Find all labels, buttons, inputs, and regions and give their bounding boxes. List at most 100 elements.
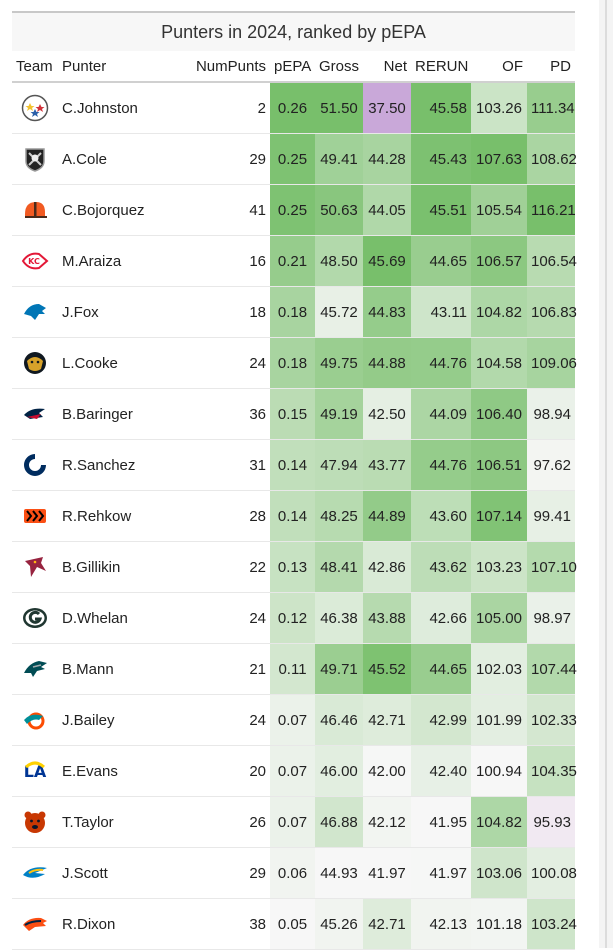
table-row: A.Cole 29 0.25 49.41 44.28 45.43 107.63 108.62 xyxy=(12,133,577,185)
table-row: C.Johnston 2 0.26 51.50 37.50 45.58 103.26 111.… xyxy=(12,82,575,134)
numpunts-cell: 24 xyxy=(158,337,270,389)
header-net[interactable]: Net xyxy=(363,51,411,83)
of-cell: 101.18 xyxy=(471,898,527,950)
punter-cell: J.Scott xyxy=(58,847,158,899)
of-cell: 105.00 xyxy=(471,592,527,644)
punter-cell: C.Johnston xyxy=(58,82,158,134)
team-cell xyxy=(12,133,58,185)
arizona-cardinals-icon xyxy=(21,553,49,581)
team-cell xyxy=(12,898,58,950)
team-cell xyxy=(12,490,58,542)
pepa-cell: 0.14 xyxy=(270,439,315,491)
header-numpunts[interactable]: NumPunts xyxy=(158,51,270,83)
net-cell: 37.50 xyxy=(363,82,411,134)
header-pd[interactable]: PD xyxy=(527,51,575,83)
pd-cell: 111.34 xyxy=(527,82,575,134)
gross-cell: 49.75 xyxy=(315,337,363,389)
table-row: KC M.Araiza 16 0.21 48.50 45.69 44.65 106.57 106… xyxy=(12,235,577,287)
team-cell xyxy=(12,541,58,593)
pepa-cell: 0.18 xyxy=(270,337,315,389)
of-cell: 107.63 xyxy=(471,133,527,185)
header-team[interactable]: Team xyxy=(12,51,58,83)
pepa-cell: 0.13 xyxy=(270,541,315,593)
pittsburgh-steelers-icon xyxy=(21,94,49,122)
of-cell: 101.99 xyxy=(471,694,527,746)
numpunts-cell: 28 xyxy=(158,490,270,542)
pd-cell: 102.33 xyxy=(527,694,577,746)
header-gross[interactable]: Gross xyxy=(315,51,363,83)
green-bay-packers-icon xyxy=(21,604,49,632)
cleveland-browns-icon xyxy=(21,196,49,224)
team-cell: LA xyxy=(12,745,58,797)
net-cell: 44.88 xyxy=(363,337,411,389)
gross-cell: 45.72 xyxy=(315,286,363,338)
of-cell: 103.23 xyxy=(471,541,527,593)
scrollbar-thumb[interactable] xyxy=(605,0,607,948)
of-cell: 103.06 xyxy=(471,847,527,899)
team-cell xyxy=(12,439,58,491)
svg-text:KC: KC xyxy=(28,257,40,266)
rerun-cell: 42.99 xyxy=(411,694,471,746)
header-rerun[interactable]: RERUN xyxy=(411,51,471,83)
svg-text:LA: LA xyxy=(24,762,47,781)
pd-cell: 98.97 xyxy=(527,592,575,644)
rerun-cell: 43.62 xyxy=(411,541,471,593)
los-angeles-rams-icon: LA xyxy=(21,757,49,785)
net-cell: 45.69 xyxy=(363,235,411,287)
punter-cell: A.Cole xyxy=(58,133,158,185)
net-cell: 44.05 xyxy=(363,184,411,236)
pd-cell: 99.41 xyxy=(527,490,575,542)
numpunts-cell: 20 xyxy=(158,745,270,797)
rerun-cell: 42.13 xyxy=(411,898,471,950)
gross-cell: 47.94 xyxy=(315,439,363,491)
gross-cell: 48.25 xyxy=(315,490,363,542)
punter-cell: T.Taylor xyxy=(58,796,158,848)
rerun-cell: 42.66 xyxy=(411,592,471,644)
punter-cell: E.Evans xyxy=(58,745,158,797)
net-cell: 43.77 xyxy=(363,439,411,491)
numpunts-cell: 24 xyxy=(158,592,270,644)
table-row: B.Gillikin 22 0.13 48.41 42.86 43.62 103.23 107… xyxy=(12,541,577,593)
gross-cell: 49.19 xyxy=(315,388,363,440)
net-cell: 42.71 xyxy=(363,694,411,746)
table-row: B.Baringer 36 0.15 49.19 42.50 44.09 106.40 98.… xyxy=(12,388,575,440)
denver-broncos-icon xyxy=(21,910,49,938)
pepa-cell: 0.07 xyxy=(270,796,315,848)
numpunts-cell: 31 xyxy=(158,439,270,491)
new-england-patriots-icon xyxy=(21,400,49,428)
chicago-bears-icon xyxy=(21,808,49,836)
numpunts-cell: 36 xyxy=(158,388,270,440)
net-cell: 44.83 xyxy=(363,286,411,338)
rerun-cell: 41.97 xyxy=(411,847,471,899)
pd-cell: 109.06 xyxy=(527,337,577,389)
rerun-cell: 42.40 xyxy=(411,745,471,797)
indianapolis-colts-icon xyxy=(21,451,49,479)
pepa-cell: 0.21 xyxy=(270,235,315,287)
rerun-cell: 44.09 xyxy=(411,388,471,440)
gross-cell: 50.63 xyxy=(315,184,363,236)
numpunts-cell: 22 xyxy=(158,541,270,593)
pepa-cell: 0.11 xyxy=(270,643,315,695)
pepa-cell: 0.25 xyxy=(270,133,315,185)
numpunts-cell: 24 xyxy=(158,694,270,746)
net-cell: 42.86 xyxy=(363,541,411,593)
header-pepa[interactable]: pEPA xyxy=(270,51,315,83)
detroit-lions-icon xyxy=(21,298,49,326)
rerun-cell: 45.43 xyxy=(411,133,471,185)
pd-cell: 100.08 xyxy=(527,847,577,899)
header-punter[interactable]: Punter xyxy=(58,51,158,83)
punter-cell: R.Dixon xyxy=(58,898,158,950)
header-of[interactable]: OF xyxy=(471,51,527,83)
pd-cell: 103.24 xyxy=(527,898,577,950)
punter-table: Team Punter NumPunts pEPA Gross Net RERU… xyxy=(12,51,577,950)
rerun-cell: 43.60 xyxy=(411,490,471,542)
rerun-cell: 45.51 xyxy=(411,184,471,236)
rerun-cell: 44.65 xyxy=(411,235,471,287)
top-rule xyxy=(12,11,575,13)
net-cell: 45.52 xyxy=(363,643,411,695)
of-cell: 106.40 xyxy=(471,388,527,440)
punter-cell: L.Cooke xyxy=(58,337,158,389)
numpunts-cell: 41 xyxy=(158,184,270,236)
net-cell: 44.89 xyxy=(363,490,411,542)
cincinnati-bengals-icon xyxy=(21,502,49,530)
